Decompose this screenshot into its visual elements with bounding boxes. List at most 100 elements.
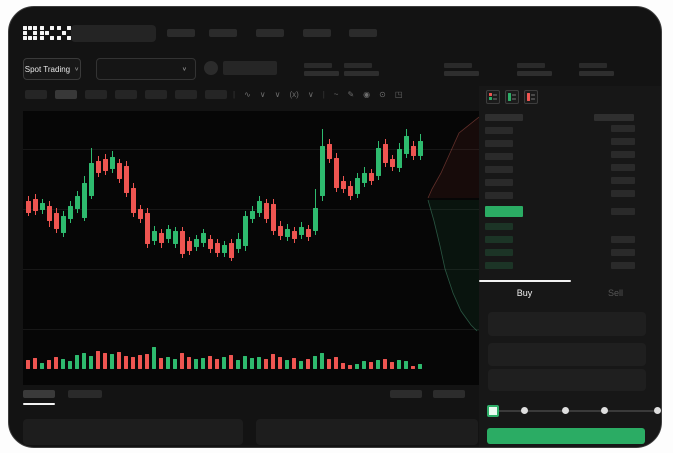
ask-row[interactable] [485, 179, 513, 186]
ask-row[interactable] [485, 192, 513, 199]
logo-letter-O [23, 26, 37, 40]
slider-stop-50pct[interactable] [562, 407, 569, 414]
volume-bar [145, 354, 149, 369]
search-input[interactable] [71, 25, 156, 42]
order-form-field-3[interactable] [488, 369, 646, 391]
volume-bar [40, 363, 44, 369]
chevron-down-icon[interactable]: ∨ [307, 90, 314, 99]
bottom-tab-2[interactable] [68, 390, 102, 398]
stat-value-placeholder [444, 71, 479, 76]
candle [222, 245, 227, 253]
bottom-tab-1[interactable] [23, 390, 55, 398]
slider-stop-25pct[interactable] [521, 407, 528, 414]
timeframe-button-2[interactable] [55, 90, 77, 99]
candle [292, 231, 297, 239]
amount-slider[interactable] [490, 410, 657, 412]
chart-type-icon[interactable]: ∿ [244, 90, 251, 99]
candle [285, 229, 290, 237]
slider-stop-75pct[interactable] [601, 407, 608, 414]
slider-stop-0pct[interactable] [487, 405, 499, 417]
stat-value-placeholder [579, 71, 614, 76]
fullscreen-icon[interactable]: ◳ [394, 90, 403, 99]
volume-bar [327, 359, 331, 369]
order-form-field-2[interactable] [488, 343, 646, 366]
ask-row[interactable] [485, 153, 513, 160]
candle [341, 181, 346, 189]
volume-bar [278, 357, 282, 369]
chevron-down-icon: ∨ [74, 66, 80, 73]
stat-label-placeholder [579, 63, 607, 68]
compare-icon[interactable]: ~ [333, 90, 339, 99]
book-bids-icon[interactable] [505, 90, 519, 104]
volume-bar [61, 359, 65, 369]
candle [369, 173, 374, 181]
nav-item-1[interactable] [167, 29, 195, 37]
pair-selector[interactable]: ∨ [96, 58, 196, 80]
candle [243, 216, 248, 246]
volume-bar [26, 360, 30, 369]
indicators-icon[interactable]: (x) [289, 90, 299, 99]
candle [47, 206, 52, 221]
ask-row[interactable] [485, 166, 513, 173]
bid-row[interactable] [485, 236, 513, 243]
order-form-field-1[interactable] [488, 312, 646, 336]
candle [54, 213, 59, 229]
depth-chart [427, 116, 479, 332]
stat-group-4 [517, 63, 552, 76]
camera-icon[interactable]: ◉ [363, 90, 371, 99]
buy-button[interactable] [487, 428, 645, 444]
timeframe-button-3[interactable] [85, 90, 107, 99]
nav-item-2[interactable] [209, 29, 237, 37]
timeframe-button-1[interactable] [25, 90, 47, 99]
candle [26, 201, 31, 213]
book-combined-icon[interactable] [486, 90, 500, 104]
tab-buy[interactable]: Buy [516, 288, 533, 298]
candle [89, 163, 94, 196]
chart-toolbar-icons: | ∿ ∨ ∨ (x) ∨ | ~ ✎ ◉ ⊙ ◳ [233, 89, 402, 101]
candle [145, 213, 150, 244]
candle [250, 211, 255, 219]
bid-row[interactable] [485, 223, 513, 230]
slider-stop-100pct[interactable] [654, 407, 661, 414]
candle [362, 173, 367, 183]
bottom-action-1[interactable] [390, 390, 422, 398]
book-asks-icon[interactable] [524, 90, 538, 104]
candle [313, 208, 318, 231]
tab-sell[interactable]: Sell [607, 288, 623, 298]
candlestick-chart[interactable] [23, 111, 479, 385]
volume-bar [215, 359, 219, 369]
market-type-selector[interactable]: Spot Trading ∨ [23, 58, 81, 80]
market-type-label: Spot Trading [24, 64, 71, 74]
timeframe-button-5[interactable] [145, 90, 167, 99]
volume-bar [299, 361, 303, 369]
volume-bar [89, 356, 93, 369]
draw-icon[interactable]: ✎ [347, 90, 355, 99]
ask-row[interactable] [485, 140, 513, 147]
bottom-action-2[interactable] [433, 390, 465, 398]
candle [75, 196, 80, 209]
chevron-down-icon[interactable]: ∨ [259, 90, 266, 99]
candle [166, 229, 171, 239]
candle [271, 204, 276, 231]
okx-logo[interactable] [23, 26, 71, 40]
settings-icon[interactable]: ⊙ [379, 90, 386, 99]
candle [208, 239, 213, 249]
nav-item-3[interactable] [256, 29, 284, 37]
bid-row-amount [611, 236, 635, 243]
nav-item-4[interactable] [303, 29, 331, 37]
nav-item-5[interactable] [349, 29, 377, 37]
timeframe-button-4[interactable] [115, 90, 137, 99]
app-window: Spot Trading ∨ ∨ | ∿ ∨ ∨ (x) ∨ | ~ ✎ ◉ ⊙ ◳ Buy Sell [8, 6, 662, 448]
volume-bar [250, 358, 254, 369]
chevron-down-icon[interactable]: ∨ [274, 90, 281, 99]
volume-bar [383, 359, 387, 369]
order-side-tabs: Buy Sell [479, 288, 661, 298]
ask-row[interactable] [485, 127, 513, 134]
volume-bar [201, 358, 205, 369]
bid-row[interactable] [485, 249, 513, 256]
candle [187, 241, 192, 251]
timeframe-button-6[interactable] [175, 90, 197, 99]
timeframe-button-7[interactable] [205, 90, 227, 99]
orderbook-header-left [485, 114, 523, 121]
bid-row[interactable] [485, 262, 513, 269]
